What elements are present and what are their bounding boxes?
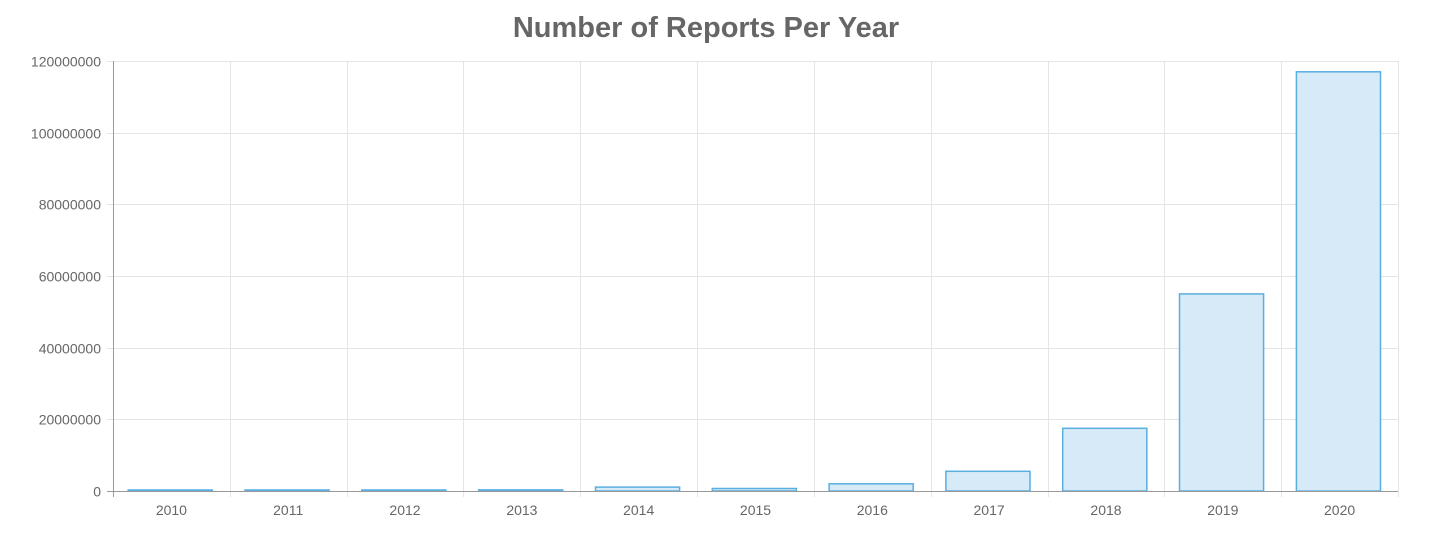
axis-layer — [107, 61, 1398, 497]
y-tick-label: 100000000 — [31, 126, 101, 142]
bar-2017 — [945, 470, 1031, 492]
x-tick-label: 2013 — [506, 502, 537, 518]
bar-2012 — [361, 489, 447, 492]
chart-title: Number of Reports Per Year — [512, 12, 900, 44]
x-tick-label: 2018 — [1090, 502, 1121, 518]
bar-2020 — [1295, 71, 1382, 492]
x-tick-label: 2011 — [273, 502, 303, 518]
x-tick-label: 2017 — [974, 502, 1005, 518]
bar-2016 — [828, 483, 914, 492]
x-tick-label: 2014 — [623, 502, 654, 518]
x-tick-label: 2012 — [389, 502, 420, 518]
x-tick-label: 2019 — [1207, 502, 1238, 518]
x-tick-label: 2010 — [156, 502, 187, 518]
x-tick-label: 2020 — [1324, 502, 1355, 518]
y-tick-label: 120000000 — [31, 54, 101, 70]
y-tick-label: 60000000 — [39, 269, 102, 285]
label-layer: 0 20000000 40000000 60000000 80000000 1000000… — [31, 54, 1355, 519]
y-tick-label: 80000000 — [39, 197, 102, 213]
bar-2019 — [1178, 293, 1265, 492]
x-tick-label: 2015 — [740, 502, 771, 518]
bar-2014 — [594, 486, 681, 492]
grid-layer — [107, 61, 1399, 497]
bar-2015 — [711, 487, 798, 492]
y-tick-label: 0 — [93, 484, 101, 500]
y-tick-label: 20000000 — [39, 412, 102, 428]
bar-2018 — [1061, 427, 1148, 492]
x-tick-label: 2016 — [857, 502, 888, 518]
y-tick-label: 40000000 — [39, 341, 102, 357]
bar-2011 — [244, 489, 330, 492]
bar-2013 — [477, 489, 564, 492]
bar-layer — [127, 71, 1382, 492]
bar-2010 — [127, 489, 214, 492]
